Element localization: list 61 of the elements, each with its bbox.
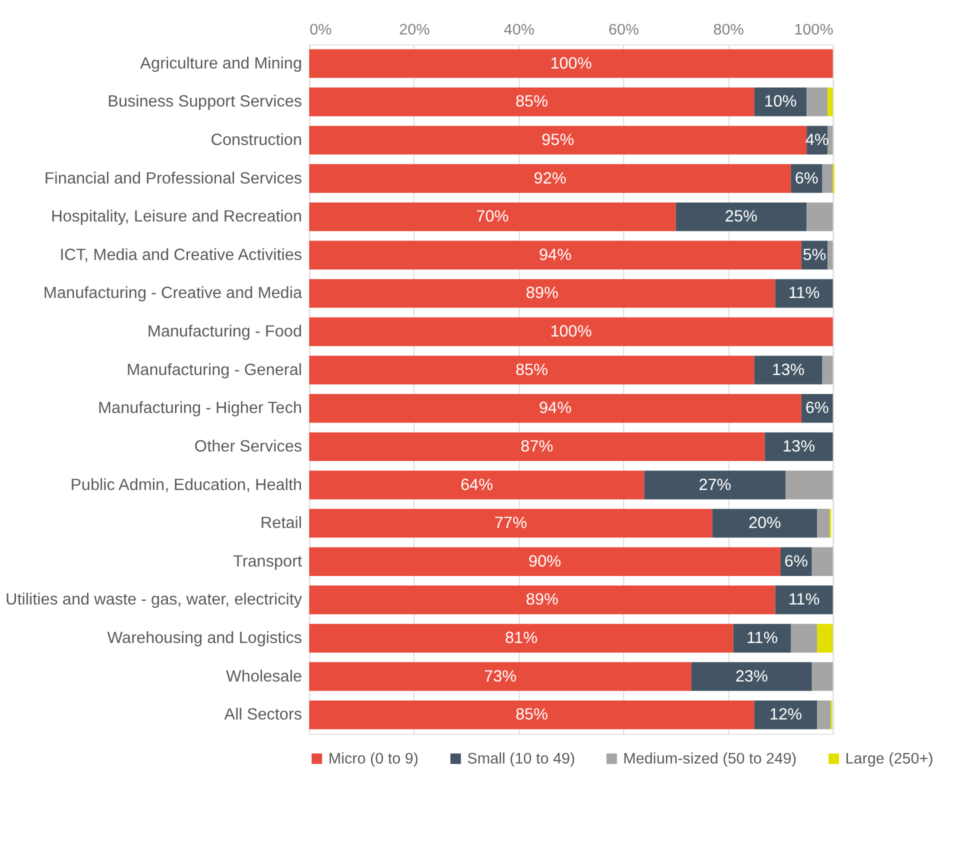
x-tick-label: 40%: [504, 22, 535, 39]
y-tick-label: Business Support Services: [108, 92, 302, 111]
data-label: 27%: [698, 476, 732, 494]
y-tick-label: Hospitality, Leisure and Recreation: [50, 208, 302, 226]
data-label: 77%: [494, 514, 528, 532]
legend-label: Small (10 to 49): [467, 750, 576, 768]
y-tick-label: Agriculture and Mining: [140, 54, 302, 72]
data-label: 85%: [515, 92, 548, 111]
data-label: 5%: [802, 246, 826, 264]
y-tick-label: Other Services: [194, 437, 302, 456]
y-tick-label: Construction: [210, 130, 302, 149]
y-tick-label: Retail: [260, 514, 302, 532]
data-label: 6%: [784, 552, 808, 570]
data-label: 100%: [550, 54, 592, 72]
y-tick-label: Financial and Professional Services: [44, 169, 302, 188]
data-label: 23%: [735, 667, 768, 686]
y-tick-label: Warehousing and Logistics: [107, 629, 302, 648]
data-label: 6%: [794, 169, 818, 188]
data-label: 94%: [539, 399, 572, 418]
x-tick-label: 80%: [713, 22, 744, 39]
data-label: 94%: [539, 246, 572, 264]
data-label: 10%: [764, 92, 797, 111]
data-label: 13%: [772, 360, 805, 379]
y-tick-label: Manufacturing - General: [126, 360, 302, 379]
data-label: 85%: [515, 706, 548, 724]
data-label: 25%: [724, 208, 758, 226]
legend-label: Medium-sized (50 to 249): [623, 750, 797, 768]
data-label: 12%: [769, 706, 802, 724]
y-tick-label: ICT, Media and Creative Activities: [60, 246, 302, 264]
y-tick-label: Manufacturing - Food: [147, 322, 302, 341]
y-tick-label: All Sectors: [224, 706, 302, 724]
y-tick-label: Utilities and waste - gas, water, electricity: [6, 590, 303, 609]
x-tick-label: 100%: [794, 22, 834, 39]
x-tick-label: 20%: [399, 22, 430, 39]
data-label: 100%: [550, 322, 592, 341]
data-label: 81%: [504, 629, 538, 648]
data-label: 90%: [528, 552, 562, 570]
y-tick-label: Wholesale: [226, 667, 302, 686]
data-label: 92%: [534, 169, 566, 188]
data-label: 13%: [782, 437, 816, 456]
y-tick-label: Public Admin, Education, Health: [70, 476, 302, 494]
data-label: 11%: [746, 629, 778, 648]
x-tick-label: 0%: [310, 22, 332, 39]
data-label: 87%: [520, 437, 554, 456]
data-label: 70%: [476, 208, 509, 226]
data-label: 95%: [542, 130, 574, 149]
data-label: 85%: [515, 360, 548, 379]
legend-label: Large (250+): [845, 750, 934, 768]
y-tick-label: Manufacturing - Creative and Media: [43, 284, 303, 302]
legend-label: Micro (0 to 9): [328, 750, 418, 768]
data-label: 20%: [748, 514, 782, 532]
x-tick-label: 60%: [608, 22, 640, 39]
data-label: 11%: [788, 590, 820, 609]
y-tick-label: Manufacturing - Higher Tech: [98, 399, 302, 418]
data-label: 64%: [460, 476, 494, 494]
data-label: 89%: [526, 590, 558, 609]
data-label: 89%: [526, 284, 558, 302]
data-label: 6%: [805, 399, 829, 418]
data-label: 73%: [484, 667, 517, 686]
data-label: 11%: [788, 284, 820, 302]
y-tick-label: Transport: [233, 552, 302, 570]
